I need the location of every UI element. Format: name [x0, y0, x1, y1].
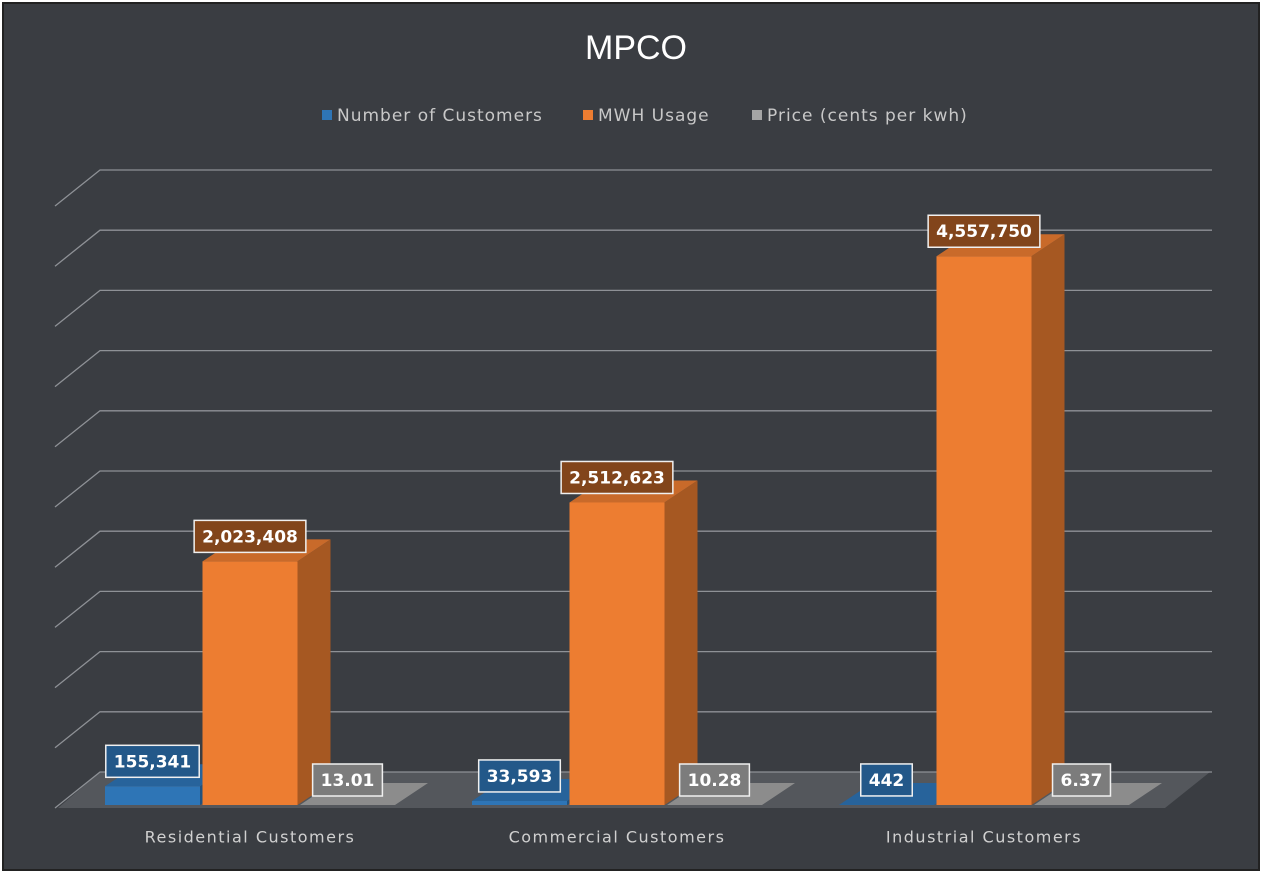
grid-line	[54, 410, 1212, 448]
grid-line	[54, 711, 1212, 749]
data-label: 2,023,408	[202, 527, 298, 547]
legend-swatch	[752, 110, 762, 120]
grid-line	[54, 289, 1212, 327]
data-label-box	[678, 763, 751, 797]
legend-swatch	[583, 110, 593, 120]
data-label: 4,557,750	[936, 222, 1032, 242]
bar-side	[1031, 234, 1065, 806]
x-tick-label: Residential Customers	[145, 828, 356, 847]
grid-line	[54, 530, 1212, 568]
chart-title: MPCO	[585, 29, 687, 67]
bar	[202, 561, 298, 805]
data-label: 155,341	[114, 752, 191, 772]
x-tick-label: Industrial Customers	[886, 828, 1082, 847]
data-label: 6.37	[1061, 771, 1103, 791]
data-label: 2,512,623	[569, 468, 665, 488]
legend-label: Price (cents per kwh)	[767, 106, 968, 126]
legend-label: MWH Usage	[598, 106, 710, 126]
legend-label: Number of Customers	[337, 106, 543, 126]
bar	[105, 786, 200, 805]
grid-line	[54, 470, 1212, 508]
bar-side	[1129, 782, 1162, 805]
x-tick-label: Commercial Customers	[509, 828, 726, 847]
grid-line	[54, 650, 1212, 689]
data-label-box	[860, 763, 913, 797]
data-label: 13.01	[321, 771, 375, 791]
bar-side	[395, 782, 428, 805]
data-label-box	[193, 519, 307, 554]
grid-line	[54, 349, 1212, 388]
bar	[569, 502, 665, 805]
grid-line	[54, 590, 1212, 628]
data-label: 33,593	[487, 767, 553, 787]
bar-side	[297, 539, 331, 805]
data-label-box	[927, 214, 1041, 248]
data-label-box	[311, 763, 384, 797]
grid-line	[54, 771, 1212, 809]
bar	[472, 800, 567, 805]
data-label: 10.28	[688, 771, 742, 791]
grid-line	[54, 229, 1212, 267]
bar-side	[762, 782, 795, 805]
data-label: 442	[869, 771, 905, 791]
bar	[936, 256, 1032, 805]
data-label-box	[477, 759, 562, 793]
legend-swatch	[322, 110, 332, 120]
data-label-box	[105, 744, 200, 779]
grid-line	[54, 169, 1212, 207]
bar-side	[664, 480, 698, 805]
data-label-box	[560, 460, 674, 495]
data-label-box	[1051, 763, 1112, 797]
